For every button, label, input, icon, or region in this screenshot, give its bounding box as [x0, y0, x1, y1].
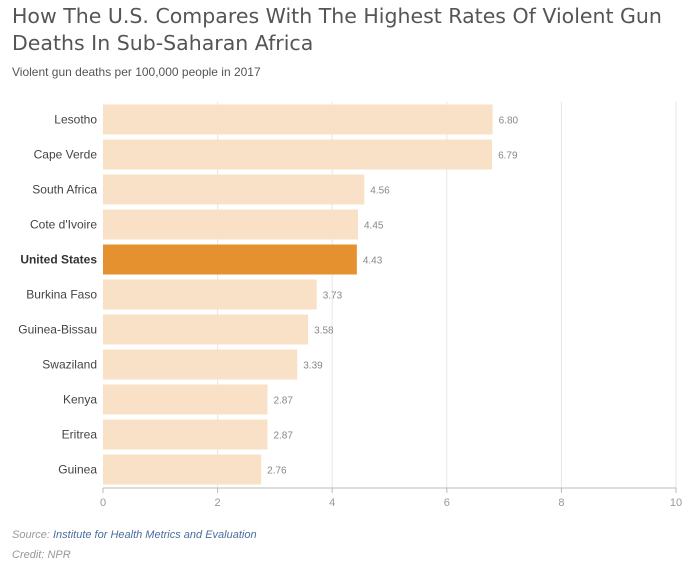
value-label: 4.43 [363, 256, 383, 267]
x-tick-label: 2 [215, 497, 221, 509]
bar [103, 454, 262, 485]
chart-subtitle: Violent gun deaths per 100,000 people in… [12, 65, 261, 79]
x-tick-label: 6 [444, 497, 450, 509]
bar [103, 419, 268, 450]
bar [103, 349, 298, 380]
x-tick-label: 8 [558, 497, 564, 509]
value-label: 3.39 [303, 361, 323, 372]
value-labels: 6.80 6.79 4.56 4.45 4.43 3.73 3.58 3.39 2.87 2.87… [267, 116, 518, 477]
category-label: Burkina Faso [26, 288, 97, 302]
bars [103, 104, 493, 485]
bar [103, 174, 365, 205]
category-label: Guinea [58, 463, 97, 477]
category-label: Eritrea [62, 428, 98, 442]
credit-note: Credit: NPR [12, 549, 71, 561]
value-label: 3.73 [323, 291, 343, 302]
x-tick-label: 10 [670, 497, 682, 509]
bar [103, 244, 357, 275]
value-label: 6.80 [499, 116, 519, 127]
bar [103, 279, 317, 310]
bar [103, 104, 493, 135]
value-label: 6.79 [498, 151, 518, 162]
value-label: 3.58 [314, 326, 334, 337]
bar [103, 314, 309, 345]
category-label: South Africa [32, 183, 97, 197]
x-axis-ticks: 0 2 4 6 8 10 [100, 487, 682, 509]
bar-chart: Lesotho Cape Verde South Africa Cote d'Ivoi… [18, 102, 682, 509]
x-tick-label: 0 [100, 497, 106, 509]
bar [103, 384, 268, 415]
category-labels: Lesotho Cape Verde South Africa Cote d'Ivoi… [18, 113, 97, 477]
value-label: 4.45 [364, 221, 384, 232]
value-label: 4.56 [370, 186, 390, 197]
bar [103, 209, 358, 240]
source-link[interactable]: Institute for Health Metrics and Evaluat… [52, 529, 257, 541]
category-label: Kenya [63, 393, 97, 407]
category-label: Cape Verde [34, 148, 98, 162]
source-label: Source: [12, 529, 50, 541]
bar [103, 139, 493, 170]
chart-title: How The U.S. Compares With The Highest R… [12, 4, 662, 55]
category-label: United States [20, 253, 97, 267]
value-label: 2.87 [273, 431, 293, 442]
category-label: Cote d'Ivoire [30, 218, 97, 232]
value-label: 2.76 [267, 466, 287, 477]
category-label: Guinea-Bissau [18, 323, 97, 337]
value-label: 2.87 [273, 396, 293, 407]
x-tick-label: 4 [329, 497, 335, 509]
category-label: Swaziland [42, 358, 97, 372]
source-note: Source: Institute for Health Metrics and… [12, 529, 257, 541]
category-label: Lesotho [54, 113, 97, 127]
